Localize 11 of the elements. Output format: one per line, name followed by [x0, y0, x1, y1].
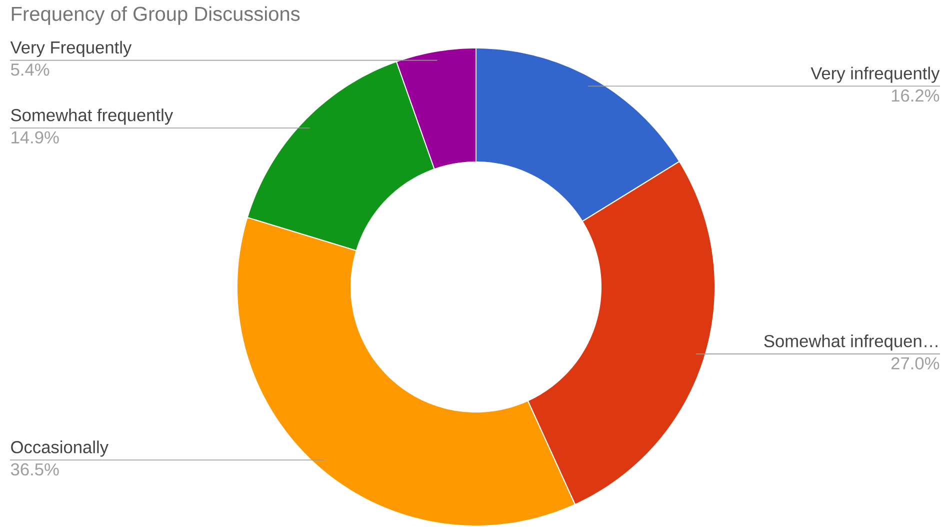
slice-label: Somewhat frequently	[11, 108, 174, 125]
slice-label: Very infrequently	[810, 66, 940, 83]
slice-label: Somewhat infrequen…	[764, 334, 938, 351]
data-label: 27.0%	[891, 357, 940, 370]
data-label: 16.2%	[892, 89, 940, 102]
slice-label: Very Frequently	[10, 40, 132, 58]
chart-title: Frequency of Group Discussions	[12, 6, 300, 25]
data-label: 5.4%	[10, 64, 50, 76]
data-label: 14.9%	[12, 131, 59, 144]
data-label: 36.5%	[10, 463, 59, 476]
slice-label: Occasionally	[11, 440, 108, 457]
